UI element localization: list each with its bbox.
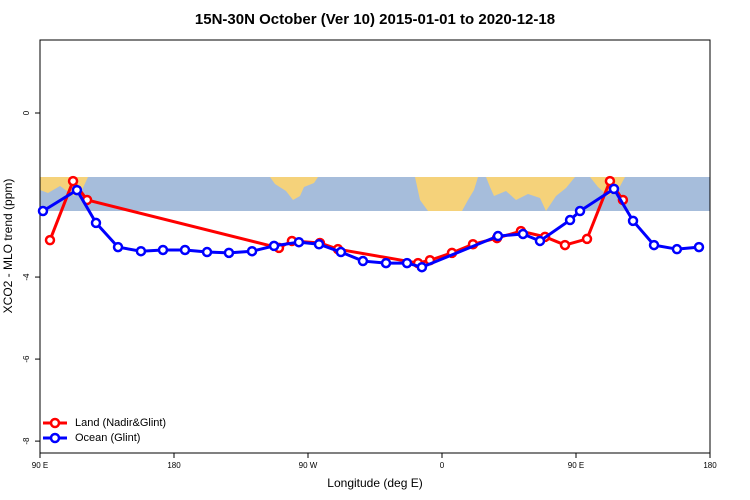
plot-frame [39, 39, 711, 454]
point [559, 239, 571, 251]
point [313, 238, 325, 250]
point [201, 246, 213, 258]
map-strip [40, 177, 710, 211]
point [223, 247, 235, 259]
point [401, 257, 413, 269]
legend-marker [49, 432, 61, 444]
point [335, 246, 347, 258]
x-tick-label: 90 W [299, 461, 318, 470]
y-axis-label: XCO2 - MLO trend (ppm) [1, 179, 15, 314]
x-tick-label: 180 [703, 461, 717, 470]
y-tick-label: -6 [22, 355, 31, 363]
point [135, 245, 147, 257]
point [380, 257, 392, 269]
point [627, 215, 639, 227]
chart-title: 15N-30N October (Ver 10) 2015-01-01 to 2… [195, 11, 555, 28]
point [157, 244, 169, 256]
point [90, 217, 102, 229]
point [44, 234, 56, 246]
point [293, 236, 305, 248]
point [112, 241, 124, 253]
legend-label: Land (Nadir&Glint) [75, 417, 166, 429]
point [246, 245, 258, 257]
point [574, 205, 586, 217]
point [671, 243, 683, 255]
point [581, 233, 593, 245]
point [604, 175, 616, 187]
point [608, 183, 620, 195]
series-line [42, 186, 700, 269]
point [693, 241, 705, 253]
legend-marker [49, 417, 61, 429]
y-tick-label: -8 [22, 437, 31, 445]
x-tick-label: 180 [167, 461, 181, 470]
point [648, 239, 660, 251]
x-tick-label: 90 E [568, 461, 584, 470]
legend-label: Ocean (Glint) [75, 432, 140, 444]
x-tick-label: 90 E [32, 461, 48, 470]
point [37, 205, 49, 217]
point [357, 255, 369, 267]
point [67, 175, 79, 187]
x-tick-label: 0 [440, 461, 445, 470]
y-tick-label: 0 [22, 110, 31, 115]
point [492, 230, 504, 242]
point [268, 240, 280, 252]
point [517, 228, 529, 240]
point [534, 235, 546, 247]
point [564, 214, 576, 226]
point [179, 244, 191, 256]
y-tick-label: -4 [22, 273, 31, 281]
point [71, 184, 83, 196]
x-axis-label: Longitude (deg E) [327, 476, 422, 490]
point [416, 261, 428, 273]
